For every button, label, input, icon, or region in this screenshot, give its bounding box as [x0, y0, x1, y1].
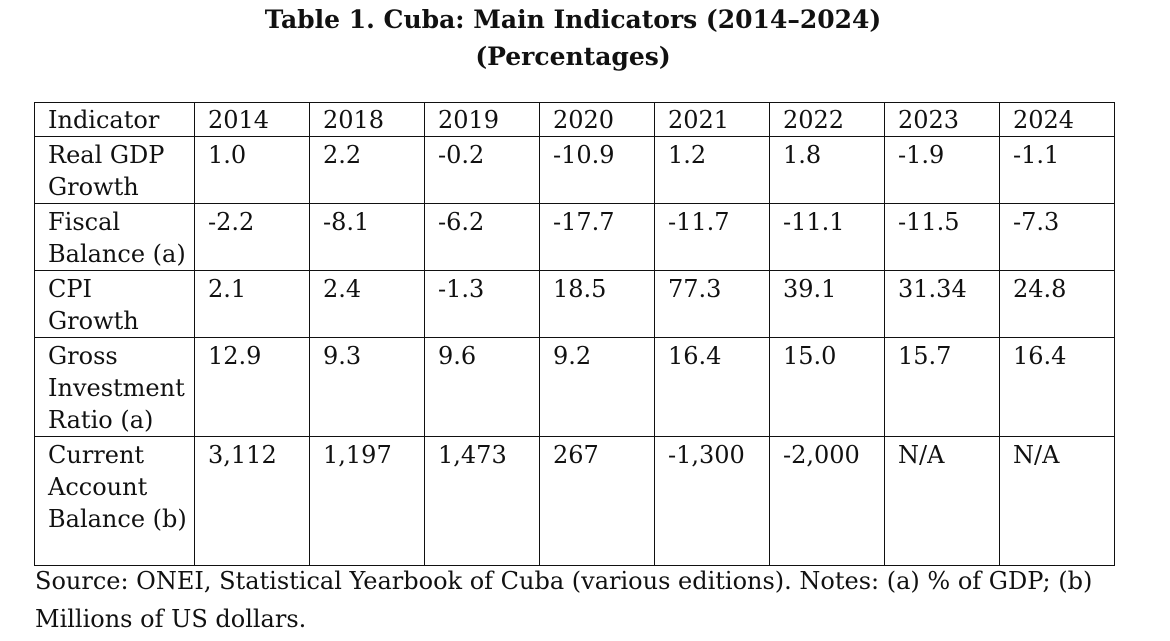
- value-cell: -2,000: [769, 436, 885, 566]
- value-cell: -1,300: [654, 436, 770, 566]
- table-row: Current Account Balance (b) 3,112 1,197 …: [34, 436, 1115, 566]
- table-row: Fiscal Balance (a) -2.2 -8.1 -6.2 -17.7 …: [34, 203, 1115, 271]
- value-cell: 77.3: [654, 270, 770, 338]
- header-cell: 2018: [309, 102, 425, 137]
- header-cell: 2023: [884, 102, 1000, 137]
- value-cell: 1,197: [309, 436, 425, 566]
- value-cell: 3,112: [194, 436, 310, 566]
- value-cell: -0.2: [424, 136, 540, 204]
- value-cell: 1.0: [194, 136, 310, 204]
- value-cell: N/A: [884, 436, 1000, 566]
- indicator-cell: CPI Growth: [34, 270, 195, 338]
- value-cell: -10.9: [539, 136, 655, 204]
- value-cell: 267: [539, 436, 655, 566]
- value-cell: 31.34: [884, 270, 1000, 338]
- header-cell: 2014: [194, 102, 310, 137]
- header-cell: 2024: [999, 102, 1115, 137]
- table-row: CPI Growth 2.1 2.4 -1.3 18.5 77.3 39.1 3…: [34, 270, 1115, 338]
- value-cell: -2.2: [194, 203, 310, 271]
- value-cell: 1,473: [424, 436, 540, 566]
- header-cell: Indicator: [34, 102, 195, 137]
- indicator-cell: Real GDP Growth: [34, 136, 195, 204]
- header-cell: 2022: [769, 102, 885, 137]
- header-cell: 2019: [424, 102, 540, 137]
- value-cell: -1.9: [884, 136, 1000, 204]
- indicators-table: Indicator 2014 2018 2019 2020 2021 2022 …: [34, 102, 1115, 566]
- header-cell: 2021: [654, 102, 770, 137]
- source-note: Source: ONEI, Statistical Yearbook of Cu…: [35, 567, 1093, 633]
- value-cell: -11.1: [769, 203, 885, 271]
- value-cell: -1.1: [999, 136, 1115, 204]
- value-cell: 2.2: [309, 136, 425, 204]
- table-title: Table 1. Cuba: Main Indicators (2014–202…: [264, 5, 882, 34]
- table-subtitle: (Percentages): [475, 42, 671, 71]
- value-cell: 2.4: [309, 270, 425, 338]
- value-cell: 24.8: [999, 270, 1115, 338]
- value-cell: 18.5: [539, 270, 655, 338]
- value-cell: 39.1: [769, 270, 885, 338]
- value-cell: 16.4: [654, 337, 770, 437]
- value-cell: 9.3: [309, 337, 425, 437]
- value-cell: 16.4: [999, 337, 1115, 437]
- table-row: Gross Investment Ratio (a) 12.9 9.3 9.6 …: [34, 337, 1115, 437]
- value-cell: 15.7: [884, 337, 1000, 437]
- value-cell: 1.2: [654, 136, 770, 204]
- indicator-cell: Current Account Balance (b): [34, 436, 195, 566]
- value-cell: 9.2: [539, 337, 655, 437]
- value-cell: -17.7: [539, 203, 655, 271]
- value-cell: 12.9: [194, 337, 310, 437]
- value-cell: -7.3: [999, 203, 1115, 271]
- value-cell: 2.1: [194, 270, 310, 338]
- indicator-cell: Gross Investment Ratio (a): [34, 337, 195, 437]
- value-cell: N/A: [999, 436, 1115, 566]
- value-cell: -1.3: [424, 270, 540, 338]
- value-cell: -6.2: [424, 203, 540, 271]
- indicator-cell: Fiscal Balance (a): [34, 203, 195, 271]
- table-row: Real GDP Growth 1.0 2.2 -0.2 -10.9 1.2 1…: [34, 136, 1115, 204]
- value-cell: 9.6: [424, 337, 540, 437]
- value-cell: -11.7: [654, 203, 770, 271]
- value-cell: -11.5: [884, 203, 1000, 271]
- value-cell: -8.1: [309, 203, 425, 271]
- value-cell: 15.0: [769, 337, 885, 437]
- table-header-row: Indicator 2014 2018 2019 2020 2021 2022 …: [34, 102, 1115, 137]
- value-cell: 1.8: [769, 136, 885, 204]
- header-cell: 2020: [539, 102, 655, 137]
